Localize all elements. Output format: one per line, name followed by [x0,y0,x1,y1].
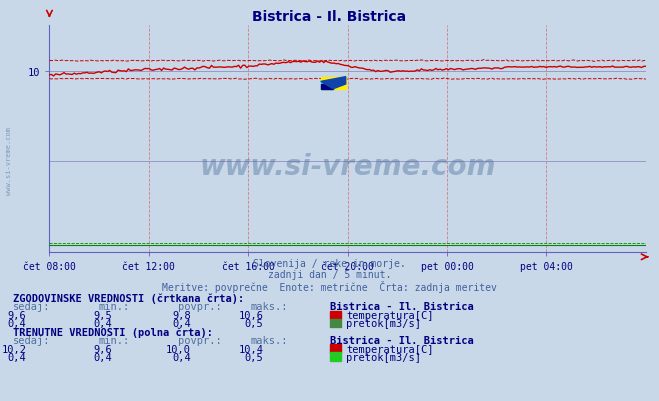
Text: povpr.:: povpr.: [178,302,221,312]
Text: zadnji dan / 5 minut.: zadnji dan / 5 minut. [268,269,391,279]
Text: temperatura[C]: temperatura[C] [346,310,434,320]
Text: 9,6: 9,6 [94,344,112,354]
Text: 9,6: 9,6 [8,310,26,320]
Text: 0,4: 0,4 [8,318,26,328]
Polygon shape [321,77,346,89]
Text: Bistrica - Il. Bistrica: Bistrica - Il. Bistrica [330,302,473,312]
Text: maks.:: maks.: [250,302,288,312]
Text: 0,4: 0,4 [173,318,191,328]
Text: 0,4: 0,4 [94,352,112,362]
Text: Slovenija / reke in morje.: Slovenija / reke in morje. [253,259,406,269]
Text: povpr.:: povpr.: [178,335,221,345]
Text: 10,2: 10,2 [1,344,26,354]
Bar [321,82,333,89]
Text: TRENUTNE VREDNOSTI (polna črta):: TRENUTNE VREDNOSTI (polna črta): [13,326,213,337]
Text: sedaj:: sedaj: [13,335,51,345]
Text: Meritve: povprečne  Enote: metrične  Črta: zadnja meritev: Meritve: povprečne Enote: metrične Črta:… [162,281,497,293]
Text: 10,0: 10,0 [166,344,191,354]
Text: temperatura[C]: temperatura[C] [346,344,434,354]
Bar [321,85,333,89]
Text: 9,5: 9,5 [94,310,112,320]
Text: min.:: min.: [99,302,130,312]
Text: ZGODOVINSKE VREDNOSTI (črtkana črta):: ZGODOVINSKE VREDNOSTI (črtkana črta): [13,293,244,303]
Text: Bistrica - Il. Bistrica: Bistrica - Il. Bistrica [330,335,473,345]
Text: pretok[m3/s]: pretok[m3/s] [346,352,421,362]
Text: 10,6: 10,6 [239,310,264,320]
Text: 0,4: 0,4 [8,352,26,362]
Text: 0,4: 0,4 [173,352,191,362]
Text: 0,4: 0,4 [94,318,112,328]
Text: Bistrica - Il. Bistrica: Bistrica - Il. Bistrica [252,10,407,24]
Text: pretok[m3/s]: pretok[m3/s] [346,318,421,328]
Text: maks.:: maks.: [250,335,288,345]
Text: 0,5: 0,5 [245,318,264,328]
Text: 0,5: 0,5 [245,352,264,362]
Text: min.:: min.: [99,335,130,345]
Text: 9,8: 9,8 [173,310,191,320]
Bar [321,77,346,89]
Text: www.si-vreme.com: www.si-vreme.com [5,126,12,194]
Text: www.si-vreme.com: www.si-vreme.com [200,152,496,180]
Text: sedaj:: sedaj: [13,302,51,312]
Text: 10,4: 10,4 [239,344,264,354]
